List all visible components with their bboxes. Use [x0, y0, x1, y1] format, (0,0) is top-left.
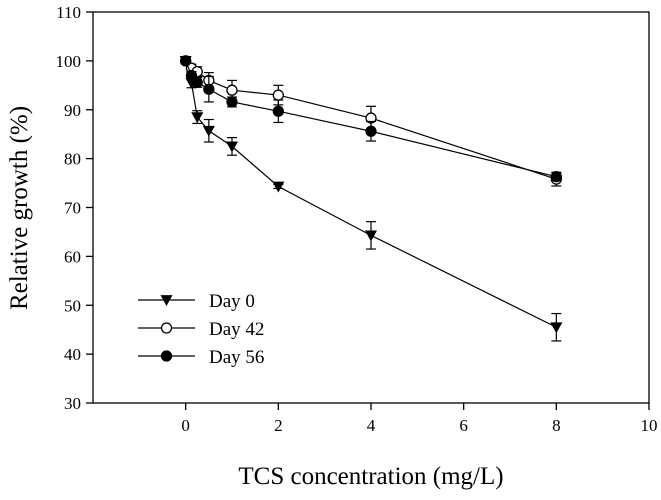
axes: 0 2 4 6 8 10 30 40 50 60 70 80 90 100 110: [56, 3, 658, 435]
data-point: [203, 83, 215, 95]
y-tick-label: 90: [64, 101, 81, 120]
legend-item-day-42: Day 42: [138, 319, 264, 340]
data-point: [191, 112, 204, 124]
legend-item-day-0: Day 0: [138, 291, 255, 312]
data-point: [225, 141, 239, 153]
y-tick-label: 60: [64, 247, 81, 266]
y-axis-title: Relative growth (%): [6, 106, 33, 310]
data-point: [365, 125, 377, 137]
legend-label: Day 0: [209, 291, 255, 312]
data-point: [364, 230, 378, 242]
series-line: [185, 60, 557, 328]
data-point: [202, 125, 215, 137]
legend-label: Day 42: [209, 319, 264, 340]
data-point: [160, 350, 173, 362]
legend: Day 0 Day 42 Day 56: [138, 291, 264, 368]
y-tick-label: 80: [64, 150, 81, 169]
x-tick-label: 10: [641, 416, 658, 435]
y-tick-label: 100: [56, 52, 82, 71]
data-point: [160, 322, 173, 334]
x-axis-title: TCS concentration (mg/L): [238, 463, 503, 490]
y-tick-label: 70: [64, 199, 81, 218]
x-tick-label: 0: [181, 416, 190, 435]
y-tick-label: 30: [64, 394, 81, 413]
series-group: [179, 55, 563, 342]
data-point: [160, 295, 173, 306]
data-point: [272, 89, 284, 101]
series-day-56: [180, 55, 562, 183]
x-tick-label: 2: [274, 416, 283, 435]
data-point: [180, 55, 192, 67]
data-point: [272, 105, 284, 117]
y-tick-label: 110: [56, 3, 81, 22]
data-point: [550, 322, 563, 334]
y-tick-label: 40: [64, 345, 81, 364]
plot-frame: [92, 11, 650, 404]
data-point: [272, 181, 285, 193]
x-tick-label: 4: [367, 416, 376, 435]
data-point: [226, 96, 238, 108]
x-tick-label: 8: [552, 416, 561, 435]
data-point: [226, 84, 238, 96]
data-point: [550, 171, 562, 183]
data-point: [191, 76, 203, 89]
x-tick-label: 6: [459, 416, 468, 435]
legend-label: Day 56: [209, 347, 264, 368]
y-tick-label: 50: [64, 296, 81, 315]
legend-item-day-56: Day 56: [138, 347, 264, 368]
